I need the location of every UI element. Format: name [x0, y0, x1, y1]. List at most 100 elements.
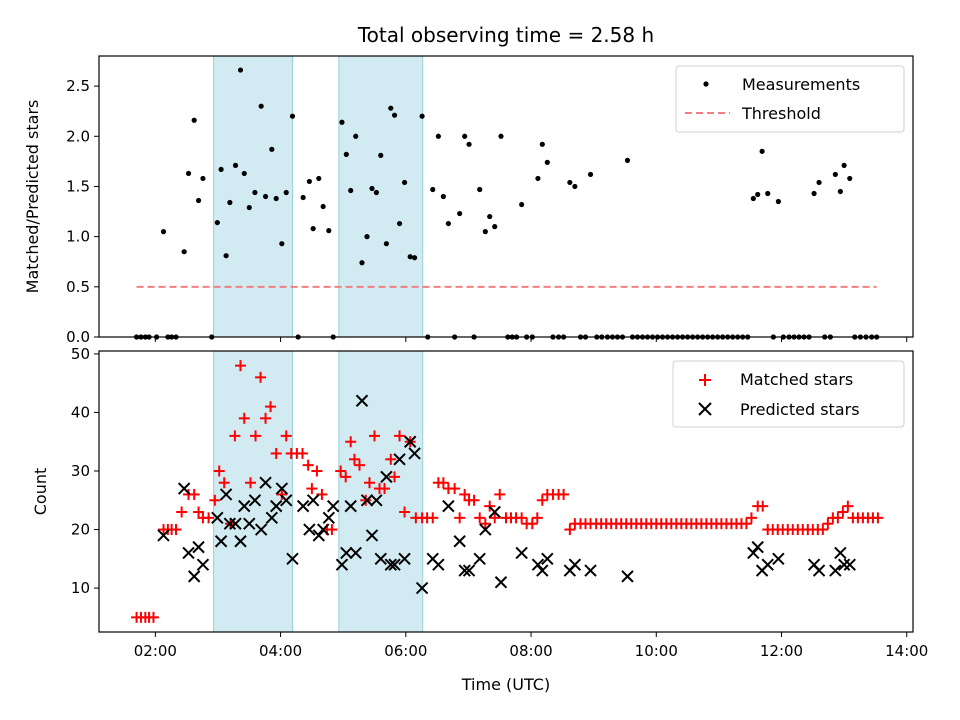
- measurement-point: [181, 249, 187, 255]
- matched-star-point: [822, 518, 834, 530]
- predicted-star-point: [214, 535, 228, 548]
- matched-star-point: [526, 518, 538, 530]
- y-tick-label: 0.0: [66, 328, 90, 346]
- matched-star-point: [276, 488, 288, 500]
- bottom-legend: Matched stars Predicted stars: [672, 360, 905, 428]
- measurement-point: [440, 193, 446, 200]
- y-tick-label: 2.5: [66, 77, 90, 95]
- predicted-star-point: [621, 570, 634, 583]
- matched-star-point: [558, 488, 570, 500]
- top-axes-frame: [98, 55, 914, 338]
- measurement-point: [837, 188, 843, 195]
- predicted-star-point: [536, 564, 549, 577]
- predicted-star-point: [238, 499, 251, 513]
- matched-star-point: [516, 512, 528, 524]
- predicted-star-point: [286, 552, 299, 566]
- predicted-star-point: [259, 476, 272, 489]
- matched-star-point: [363, 477, 375, 489]
- legend-measurements-marker: [703, 81, 709, 87]
- shaded-interval: [338, 350, 424, 633]
- predicted-star-point: [458, 564, 471, 577]
- legend-threshold-label: Threshold: [741, 104, 821, 123]
- measurement-point: [195, 197, 202, 204]
- y-tick-label: 50: [71, 345, 90, 363]
- measurement-point: [832, 171, 838, 178]
- bottom-x-ticks: 02:00 04:00 06:00 08:00 10:00 12:00 14:00: [134, 632, 928, 660]
- top-y-ticks: 0.0 0.5 1.0 1.5 2.0 2.5: [66, 77, 99, 346]
- predicted-star-point: [269, 499, 283, 513]
- predicted-star-point: [355, 394, 369, 407]
- measurement-point: [841, 162, 847, 168]
- predicted-star-point: [296, 499, 310, 513]
- predicted-star-point: [388, 558, 401, 571]
- predicted-star-point: [340, 546, 353, 560]
- x-tick-label: 14:00: [885, 642, 928, 660]
- measurement-point: [624, 157, 631, 163]
- bottom-panel: 10 20 30 40 50 02:00 04:00 06:00 08:00 10:00 12:0…: [31, 345, 928, 694]
- matched-star-point: [209, 494, 221, 506]
- predicted-star-point: [462, 564, 476, 577]
- measurement-point: [320, 203, 326, 210]
- matched-star-point: [306, 483, 318, 495]
- predicted-star-point: [541, 552, 554, 566]
- shaded-interval: [213, 55, 293, 338]
- measurement-point: [223, 253, 229, 259]
- measurement-point: [445, 220, 451, 227]
- x-tick-label: 10:00: [635, 642, 678, 660]
- matched-star-point: [326, 524, 338, 536]
- matched-star-point: [218, 477, 230, 489]
- y-tick-label: 1.5: [66, 177, 90, 195]
- bottom-y-axis-label: Count: [31, 468, 50, 516]
- measurement-point: [775, 198, 781, 205]
- predicted-star-point: [360, 494, 374, 507]
- matched-star-point: [203, 512, 215, 524]
- x-tick-label: 04:00: [259, 642, 302, 660]
- predicted-star-point: [834, 546, 847, 560]
- bottom-legend-box: [672, 360, 905, 428]
- measurement-point: [544, 159, 550, 165]
- measurement-point: [306, 178, 312, 185]
- measurement-point: [269, 146, 275, 152]
- matched-star-point: [170, 524, 182, 536]
- matched-star-point: [345, 436, 357, 448]
- matched-star-point: [468, 494, 480, 506]
- top-x-ticks: [154, 337, 908, 342]
- x-tick-label: 12:00: [760, 642, 803, 660]
- predicted-star-point: [312, 529, 325, 542]
- matched-stars-points: [131, 360, 884, 623]
- predicted-star-point: [219, 488, 233, 501]
- matched-star-point: [437, 477, 449, 489]
- measurement-point: [391, 112, 398, 118]
- predicted-star-point: [488, 505, 501, 519]
- matched-star-point: [250, 430, 262, 442]
- predicted-star-point: [322, 511, 336, 525]
- matched-star-point: [353, 459, 365, 471]
- bottom-axes-frame: [98, 350, 914, 633]
- measurement-point: [252, 189, 258, 196]
- matched-star-point: [340, 471, 352, 483]
- matched-star-point: [348, 453, 360, 465]
- measurement-point: [816, 179, 822, 186]
- y-tick-label: 40: [71, 403, 90, 421]
- predicted-stars-points: [157, 394, 856, 595]
- predicted-star-point: [494, 576, 508, 589]
- predicted-star-point: [182, 546, 195, 560]
- x-axis-label: Time (UTC): [461, 675, 550, 694]
- measurement-point: [519, 201, 525, 208]
- measurement-point: [477, 186, 483, 193]
- matched-star-point: [297, 447, 308, 459]
- legend-measurements-label: Measurements: [742, 75, 860, 94]
- measurement-point: [353, 133, 359, 139]
- measurement-point: [587, 171, 594, 178]
- matched-star-point: [536, 494, 548, 506]
- predicted-star-point: [843, 558, 856, 571]
- matched-star-point: [489, 512, 501, 524]
- measurement-point: [373, 189, 379, 196]
- matched-star-point: [176, 506, 188, 518]
- matched-star-point: [193, 506, 205, 518]
- predicted-star-point: [408, 447, 421, 460]
- predicted-star-point: [473, 552, 486, 566]
- measurement-point: [246, 204, 252, 211]
- x-tick-label: 02:00: [134, 642, 177, 660]
- measurement-point: [160, 229, 167, 235]
